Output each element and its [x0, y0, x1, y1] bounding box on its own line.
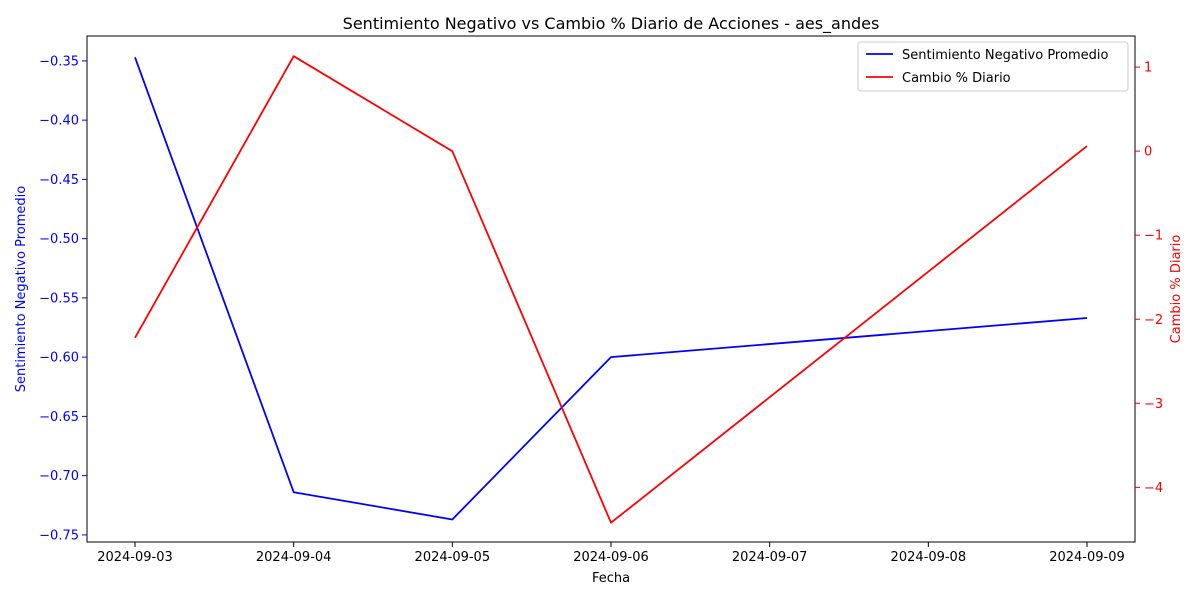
- left-y-tick-label: −0.50: [39, 232, 79, 247]
- right-y-tick-label: 1: [1144, 61, 1152, 76]
- series-line-sentimiento: [134, 56, 1088, 521]
- right-y-axis: 1 0 −1 −2 −3 −4: [1135, 61, 1163, 496]
- right-y-tick-label: −4: [1144, 481, 1163, 496]
- legend: Sentimiento Negativo Promedio Cambio % D…: [857, 41, 1129, 92]
- x-axis-label: Fecha: [592, 571, 630, 586]
- right-y-tick-label: −2: [1144, 313, 1163, 328]
- left-y-tick-label: −0.40: [39, 114, 79, 129]
- legend-box: [857, 41, 1129, 92]
- right-y-axis-label: Cambio % Diario: [1169, 235, 1184, 344]
- left-y-tick-label: −0.55: [39, 291, 79, 306]
- x-tick-label: 2024-09-04: [256, 550, 332, 565]
- left-y-tick-label: −0.60: [39, 351, 79, 366]
- x-tick-label: 2024-09-03: [97, 550, 173, 565]
- x-tick-label: 2024-09-07: [732, 550, 808, 565]
- x-axis: 2024-09-03 2024-09-04 2024-09-05 2024-09-06…: [97, 542, 1125, 565]
- legend-label-cambio: Cambio % Diario: [902, 71, 1011, 86]
- x-tick-label: 2024-09-09: [1049, 550, 1125, 565]
- legend-label-sentimiento: Sentimiento Negativo Promedio: [902, 48, 1108, 63]
- x-tick-label: 2024-09-06: [573, 550, 649, 565]
- right-y-tick-label: −3: [1144, 397, 1163, 412]
- x-tick-label: 2024-09-05: [415, 550, 491, 565]
- x-tick-label: 2024-09-08: [891, 550, 967, 565]
- chart-title: Sentimiento Negativo vs Cambio % Diario …: [343, 14, 880, 34]
- left-y-tick-label: −0.35: [39, 54, 79, 69]
- left-y-tick-label: −0.45: [39, 173, 79, 188]
- series-layer: [134, 55, 1088, 524]
- series-line-cambio: [134, 55, 1088, 524]
- left-y-tick-label: −0.65: [39, 410, 79, 425]
- right-y-tick-label: 0: [1144, 145, 1152, 160]
- right-y-tick-label: −1: [1144, 229, 1163, 244]
- left-y-tick-label: −0.75: [39, 528, 79, 543]
- left-y-axis: −0.35 −0.40 −0.45 −0.50 −0.55 −0.60 −0.65 −0.70…: [39, 54, 87, 543]
- left-y-axis-label: Sentimiento Negativo Promedio: [14, 186, 29, 392]
- left-y-tick-label: −0.70: [39, 469, 79, 484]
